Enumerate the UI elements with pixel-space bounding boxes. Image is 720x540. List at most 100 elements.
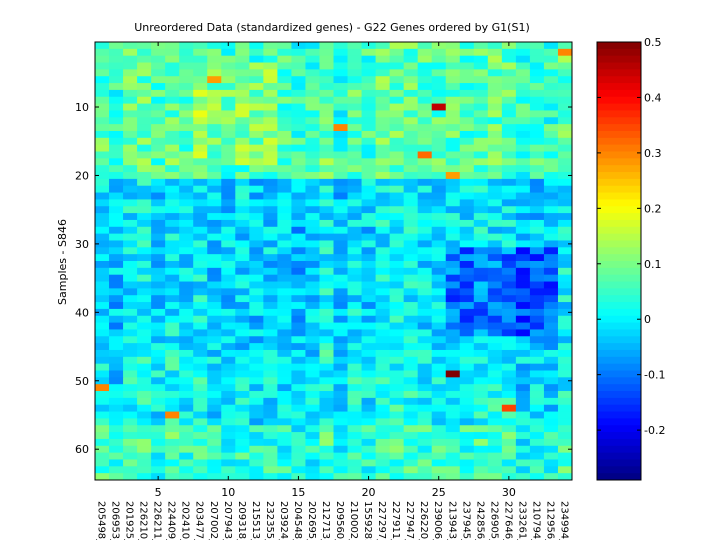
heatmap-cell bbox=[319, 356, 334, 365]
gene-label: 207002_ bbox=[208, 501, 219, 540]
heatmap-cell bbox=[165, 172, 180, 180]
heatmap-cell bbox=[235, 445, 250, 454]
heatmap-cell bbox=[235, 377, 250, 385]
heatmap-cell bbox=[305, 336, 320, 344]
heatmap-cell bbox=[459, 322, 475, 330]
heatmap-cell bbox=[361, 199, 377, 207]
heatmap-cell bbox=[543, 425, 559, 433]
heatmap-cell bbox=[473, 110, 489, 118]
heatmap-cell bbox=[319, 363, 334, 371]
heatmap-cell bbox=[389, 425, 405, 433]
heatmap-cell bbox=[501, 261, 517, 269]
heatmap-cell bbox=[431, 404, 447, 413]
heatmap-cell bbox=[109, 226, 124, 235]
heatmap-cell bbox=[193, 151, 208, 159]
heatmap-cell bbox=[123, 144, 138, 152]
heatmap-cell bbox=[417, 103, 433, 111]
heatmap-cell bbox=[473, 144, 489, 152]
heatmap-cell bbox=[291, 89, 306, 98]
heatmap-cell bbox=[501, 96, 517, 105]
heatmap-cell bbox=[501, 110, 517, 118]
heatmap-cell bbox=[137, 274, 152, 283]
heatmap-cell bbox=[291, 130, 306, 139]
heatmap-cell bbox=[151, 206, 166, 214]
colorbar-step bbox=[597, 151, 641, 159]
heatmap-cell bbox=[417, 55, 433, 64]
heatmap-cell bbox=[179, 404, 194, 413]
heatmap-cell bbox=[151, 110, 166, 118]
heatmap-cell bbox=[333, 185, 349, 194]
heatmap-cell bbox=[305, 219, 320, 228]
heatmap-cell bbox=[473, 397, 489, 406]
heatmap-cell bbox=[557, 445, 573, 454]
heatmap-cell bbox=[249, 206, 264, 214]
heatmap-cell bbox=[193, 445, 208, 454]
heatmap-cell bbox=[501, 322, 517, 330]
heatmap-cell bbox=[389, 315, 405, 324]
heatmap-cell bbox=[557, 254, 573, 262]
heatmap-cell bbox=[333, 158, 349, 166]
heatmap-cell bbox=[221, 206, 236, 214]
heatmap-cell bbox=[165, 69, 180, 77]
heatmap-cell bbox=[137, 261, 152, 269]
heatmap-cell bbox=[389, 356, 405, 365]
heatmap-cell bbox=[487, 349, 503, 358]
heatmap-cell bbox=[431, 356, 447, 365]
heatmap-cell bbox=[459, 349, 475, 358]
heatmap-cell bbox=[123, 48, 138, 57]
heatmap-cell bbox=[557, 281, 573, 289]
heatmap-cell bbox=[501, 219, 517, 228]
heatmap-cell bbox=[235, 397, 250, 406]
heatmap-cell bbox=[291, 137, 306, 146]
heatmap-cell bbox=[137, 151, 152, 159]
colorbar-step bbox=[597, 445, 641, 454]
x-tick-label: 25 bbox=[432, 486, 446, 499]
heatmap-cell bbox=[529, 397, 545, 406]
colorbar-step bbox=[597, 48, 641, 57]
heatmap-cell bbox=[375, 308, 391, 317]
heatmap-cell bbox=[123, 137, 138, 146]
heatmap-cell bbox=[123, 370, 138, 378]
heatmap-cell bbox=[333, 459, 349, 467]
heatmap-cell bbox=[445, 322, 461, 330]
heatmap-cell bbox=[123, 89, 138, 98]
heatmap-cell bbox=[319, 165, 334, 173]
heatmap-cell bbox=[459, 103, 475, 111]
heatmap-cell bbox=[319, 144, 334, 152]
heatmap-cell bbox=[431, 377, 447, 385]
heatmap-cell bbox=[361, 397, 377, 406]
heatmap-cell bbox=[165, 391, 180, 399]
heatmap-cell bbox=[515, 370, 531, 378]
heatmap-cell bbox=[207, 432, 222, 440]
heatmap-cell bbox=[459, 452, 475, 460]
heatmap-cell bbox=[543, 151, 559, 159]
heatmap-cell bbox=[165, 103, 180, 111]
heatmap-cell bbox=[417, 89, 433, 98]
heatmap-cell bbox=[277, 165, 292, 173]
heatmap-cell bbox=[529, 206, 545, 214]
heatmap-cell bbox=[445, 254, 461, 262]
heatmap-cell bbox=[501, 295, 517, 303]
heatmap-cell bbox=[95, 158, 110, 166]
heatmap-cell bbox=[515, 315, 531, 324]
heatmap-cell bbox=[515, 62, 531, 70]
heatmap-cell bbox=[305, 452, 320, 460]
heatmap-cell bbox=[557, 404, 573, 413]
heatmap-cell bbox=[221, 452, 236, 460]
heatmap-cell bbox=[179, 110, 194, 118]
heatmap-cell bbox=[487, 185, 503, 194]
heatmap-cell bbox=[543, 137, 559, 146]
heatmap-cell bbox=[137, 356, 152, 365]
heatmap-cell bbox=[333, 178, 349, 187]
heatmap-cell bbox=[431, 83, 447, 91]
heatmap-cell bbox=[501, 226, 517, 235]
heatmap-cell bbox=[207, 363, 222, 371]
heatmap-cell bbox=[137, 247, 152, 255]
heatmap-cell bbox=[347, 254, 363, 262]
colorbar-step bbox=[597, 438, 641, 447]
heatmap-cell bbox=[109, 288, 124, 296]
heatmap-cell bbox=[375, 206, 391, 214]
y-tick-label: 50 bbox=[75, 375, 89, 388]
heatmap-cell bbox=[417, 418, 433, 426]
heatmap-cell bbox=[515, 213, 531, 221]
